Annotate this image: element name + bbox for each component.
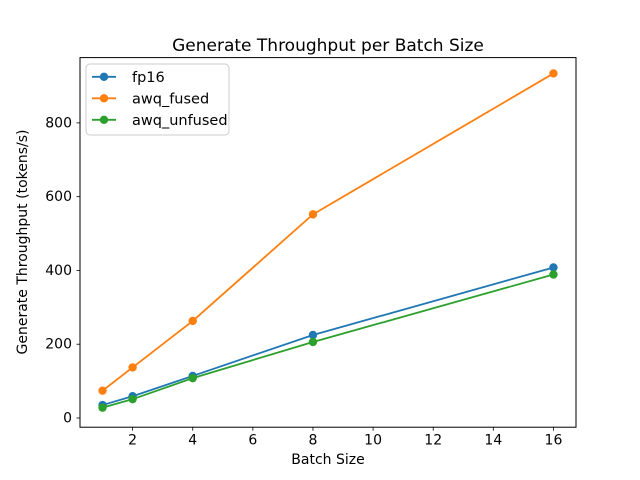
x-tick-label: 8 <box>309 433 318 449</box>
legend-label-fp16: fp16 <box>132 70 165 86</box>
legend-label-awq_unfused: awq_unfused <box>132 113 228 129</box>
y-tick-label: 800 <box>45 115 72 131</box>
y-tick-label: 200 <box>45 337 72 353</box>
series-line-awq_unfused <box>101 273 555 409</box>
y-tick-label: 0 <box>63 410 72 426</box>
data-point-awq_unfused <box>98 403 107 412</box>
legend-marker-awq_unfused <box>99 115 109 125</box>
x-tick-label: 2 <box>128 433 137 449</box>
y-tick-label: 600 <box>45 189 72 205</box>
data-point-awq_unfused <box>188 373 197 383</box>
legend-marker-fp16 <box>99 72 109 82</box>
data-point-awq_fused <box>188 316 197 326</box>
plot-area <box>79 57 577 428</box>
data-point-awq_unfused <box>308 337 318 347</box>
legend: fp16 awq_fused awq_unfused <box>85 63 230 136</box>
data-point-awq_fused <box>98 386 107 395</box>
chart-title: Generate Throughput per Batch Size <box>172 36 484 56</box>
y-axis-label: Generate Throughput (tokens/s) <box>15 130 31 355</box>
plot-layer: 2 4 6 8 10 12 14 16 0 200 400 600 800 <box>45 57 577 449</box>
legend-box <box>85 63 230 136</box>
series-line-fp16 <box>101 266 555 406</box>
data-point-awq_fused <box>549 69 558 78</box>
y-tick-label: 400 <box>45 263 72 279</box>
x-tick-label: 6 <box>248 433 257 449</box>
data-point-fp16 <box>308 330 318 340</box>
data-point-awq_unfused <box>128 394 137 404</box>
data-point-awq_fused <box>308 210 318 219</box>
legend-label-awq_fused: awq_fused <box>132 91 209 107</box>
x-tick-label: 4 <box>188 433 197 449</box>
x-tick-label: 12 <box>424 433 442 449</box>
data-point-fp16 <box>549 263 558 272</box>
x-tick-label: 10 <box>364 433 382 449</box>
x-axis-label: Batch Size <box>291 452 364 468</box>
legend-marker-awq_fused <box>99 94 109 103</box>
data-point-awq_unfused <box>549 270 558 279</box>
x-tick-label: 14 <box>484 433 502 449</box>
x-tick-label: 16 <box>545 433 563 449</box>
data-point-awq_fused <box>128 363 137 372</box>
